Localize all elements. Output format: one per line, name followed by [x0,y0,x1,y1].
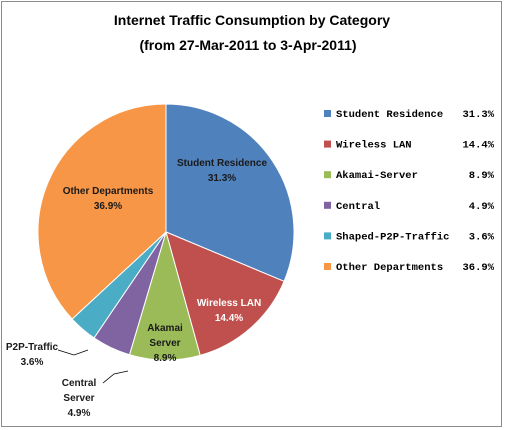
legend-swatch-central [324,201,331,209]
legend-swatch-akamai-server [324,171,331,179]
pie-slice-wireless-lan [165,231,285,356]
leader-lines [57,349,129,384]
leader-line-shaped-p2p-traffic [57,349,89,356]
legend-label-other-departments: Other Departments [336,262,443,274]
legend-value-shaped-p2p-traffic: 3.6% [469,231,495,243]
slice-label-central: Central Server 4.9% [62,378,97,419]
pie-slices [37,103,295,361]
legend-swatch-wireless-lan [324,140,331,148]
legend-value-student-residence: 31.3% [462,109,494,121]
legend-swatch-other-departments [324,263,331,270]
legend-label-akamai-server: Akamai-Server [336,170,418,182]
pie-slice-other-departments [37,103,167,320]
legend-swatch-student-residence [324,110,331,117]
slice-labels: Student Residence 31.3% Wireless LAN 14.4% A… [6,158,268,419]
slice-label-wireless-lan: Wireless LAN 14.4% [197,298,261,324]
leader-line-central [102,370,129,384]
slice-label-other-departments: Other Departments 36.9% [63,186,154,212]
legend-value-other-departments: 36.9% [462,262,494,274]
legend-value-central: 4.9% [469,201,495,213]
legend-value-wireless-lan: 14.4% [462,140,494,152]
chart-title: Internet Traffic Consumption by Category [114,12,390,28]
legend-swatch-shaped-p2p-traffic [324,232,331,240]
chart-subtitle: (from 27-Mar-2011 to 3-Apr-2011) [139,37,356,53]
slice-label-student-residence: Student Residence 31.3% [177,158,267,184]
slice-label-shaped-p2p-traffic: P2P-Traffic 3.6% [6,342,59,368]
legend-label-shaped-p2p-traffic: Shaped-P2P-Traffic [336,231,449,243]
legend-label-wireless-lan: Wireless LAN [336,140,412,152]
pie-slice-student-residence [165,103,295,283]
legend: Student Residence 31.3% Wireless LAN 14.4% A… [324,109,495,274]
legend-value-akamai-server: 8.9% [469,170,495,182]
slice-label-akamai-server: Akamai Server 8.9% [147,323,183,364]
legend-label-student-residence: Student Residence [336,109,443,121]
legend-label-central: Central [336,201,380,213]
